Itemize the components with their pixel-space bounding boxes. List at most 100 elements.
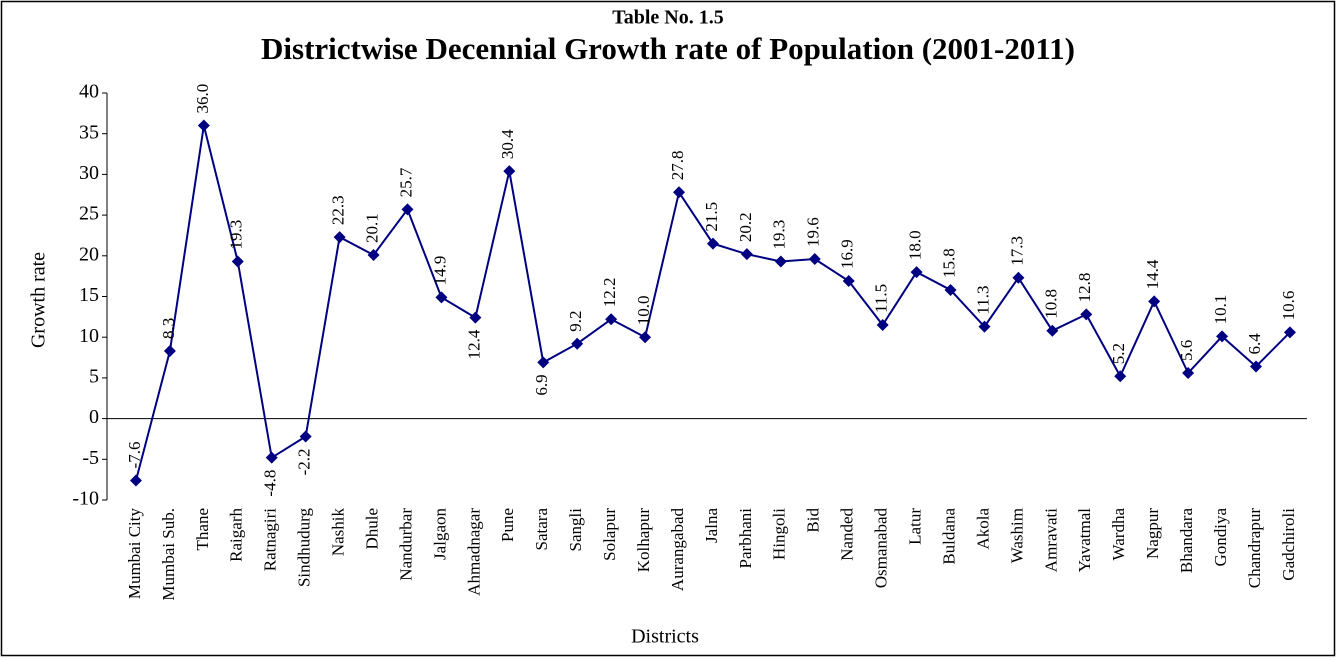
x-tick-label: Parbhani	[736, 508, 755, 569]
y-tick-label: 15	[79, 284, 99, 306]
data-label: 16.9	[838, 239, 857, 269]
x-tick-label: Nagpur	[1143, 508, 1162, 559]
marker	[706, 237, 719, 250]
marker	[876, 318, 889, 331]
data-label: 10.6	[1279, 291, 1298, 321]
marker	[265, 451, 278, 464]
data-label: 21.5	[702, 202, 721, 232]
y-axis-label: Growth rate	[28, 252, 50, 348]
marker	[1080, 308, 1093, 321]
x-tick-label: Bid	[804, 508, 823, 533]
data-label: 14.9	[430, 256, 449, 286]
data-label: 14.4	[1143, 259, 1162, 289]
data-label: 10.1	[1211, 295, 1230, 325]
marker	[808, 253, 821, 266]
marker	[1182, 367, 1195, 380]
data-label: 19.6	[804, 217, 823, 247]
x-tick-label: Satara	[532, 508, 551, 551]
data-label: 11.3	[973, 285, 992, 314]
data-label: 5.6	[1177, 340, 1196, 361]
marker	[333, 231, 346, 244]
data-label: 6.4	[1245, 333, 1264, 355]
x-tick-label: Jalgaon	[430, 508, 449, 560]
x-tick-label: Nandurbar	[396, 508, 415, 581]
x-tick-label: Jalna	[702, 508, 721, 543]
data-label: 19.3	[770, 220, 789, 250]
y-tick-label: 25	[79, 203, 99, 225]
x-tick-label: Amravati	[1041, 508, 1060, 572]
marker	[469, 311, 482, 324]
x-tick-label: Solapur	[600, 508, 619, 561]
data-label: 22.3	[329, 195, 348, 225]
x-tick-label: Osmanabad	[872, 508, 891, 589]
x-tick-label: Raigarh	[227, 508, 246, 562]
marker	[978, 320, 991, 333]
data-label: 10.8	[1041, 289, 1060, 319]
marker	[605, 313, 618, 326]
data-label: 30.4	[498, 129, 517, 159]
x-tick-label: Nanded	[838, 508, 857, 561]
x-tick-label: Sangli	[566, 508, 585, 552]
y-tick-label: 10	[79, 325, 99, 347]
x-tick-label: Yavatmal	[1075, 508, 1094, 573]
marker	[163, 345, 176, 358]
marker	[367, 248, 380, 261]
data-label: 20.1	[362, 213, 381, 243]
y-tick-label: 20	[79, 243, 99, 265]
marker	[1148, 295, 1161, 308]
chart-title: Districtwise Decennial Growth rate of Po…	[261, 31, 1075, 66]
marker	[401, 203, 414, 216]
marker	[435, 291, 448, 304]
supertitle: Table No. 1.5	[612, 7, 724, 29]
data-label: -4.8	[261, 470, 280, 497]
x-tick-label: Kolhapur	[634, 508, 653, 573]
x-tick-label: Bhandara	[1177, 508, 1196, 574]
marker	[197, 119, 210, 132]
marker	[1249, 360, 1262, 373]
marker	[910, 266, 923, 279]
data-label: 10.0	[634, 295, 653, 325]
y-tick-label: 40	[79, 81, 99, 103]
data-label: 17.3	[1007, 236, 1026, 266]
x-tick-label: Washim	[1007, 508, 1026, 563]
x-tick-label: Mumbai Sub.	[159, 508, 178, 601]
x-tick-label: Gondiya	[1211, 508, 1230, 567]
y-tick-label: 35	[79, 121, 99, 143]
y-tick-label: -5	[82, 447, 99, 469]
x-tick-label: Latur	[905, 508, 924, 545]
data-label: 9.2	[566, 310, 585, 331]
marker	[639, 331, 652, 344]
data-label: 11.5	[872, 284, 891, 313]
data-label: 20.2	[736, 212, 755, 242]
x-tick-label: Gadchiroli	[1279, 508, 1298, 581]
x-tick-label: Mumbai City	[125, 508, 144, 600]
y-tick-label: 30	[79, 162, 99, 184]
marker	[537, 356, 550, 369]
data-label: -2.2	[295, 449, 314, 476]
x-tick-label: Chandrapur	[1245, 508, 1264, 589]
x-tick-label: Aurangabad	[668, 508, 687, 592]
marker	[1216, 330, 1229, 343]
data-label: -7.6	[125, 442, 144, 469]
marker	[1012, 271, 1025, 284]
marker	[1114, 370, 1127, 383]
marker	[1046, 324, 1059, 337]
marker	[299, 430, 312, 443]
marker	[231, 255, 244, 268]
marker	[944, 283, 957, 296]
y-tick-label: 0	[89, 406, 99, 428]
data-label: 25.7	[396, 167, 415, 197]
x-tick-label: Ratnagiri	[261, 508, 280, 572]
data-label: 8.3	[159, 318, 178, 339]
marker	[129, 474, 142, 487]
x-tick-label: Sindhudurg	[295, 508, 314, 588]
x-tick-label: Hingoli	[770, 508, 789, 560]
marker	[503, 165, 516, 178]
y-tick-label: -10	[72, 488, 99, 510]
x-axis-label: Districts	[631, 626, 699, 648]
marker	[1283, 326, 1296, 339]
marker	[673, 186, 686, 199]
data-label: 18.0	[905, 230, 924, 260]
data-label: 15.8	[939, 248, 958, 278]
